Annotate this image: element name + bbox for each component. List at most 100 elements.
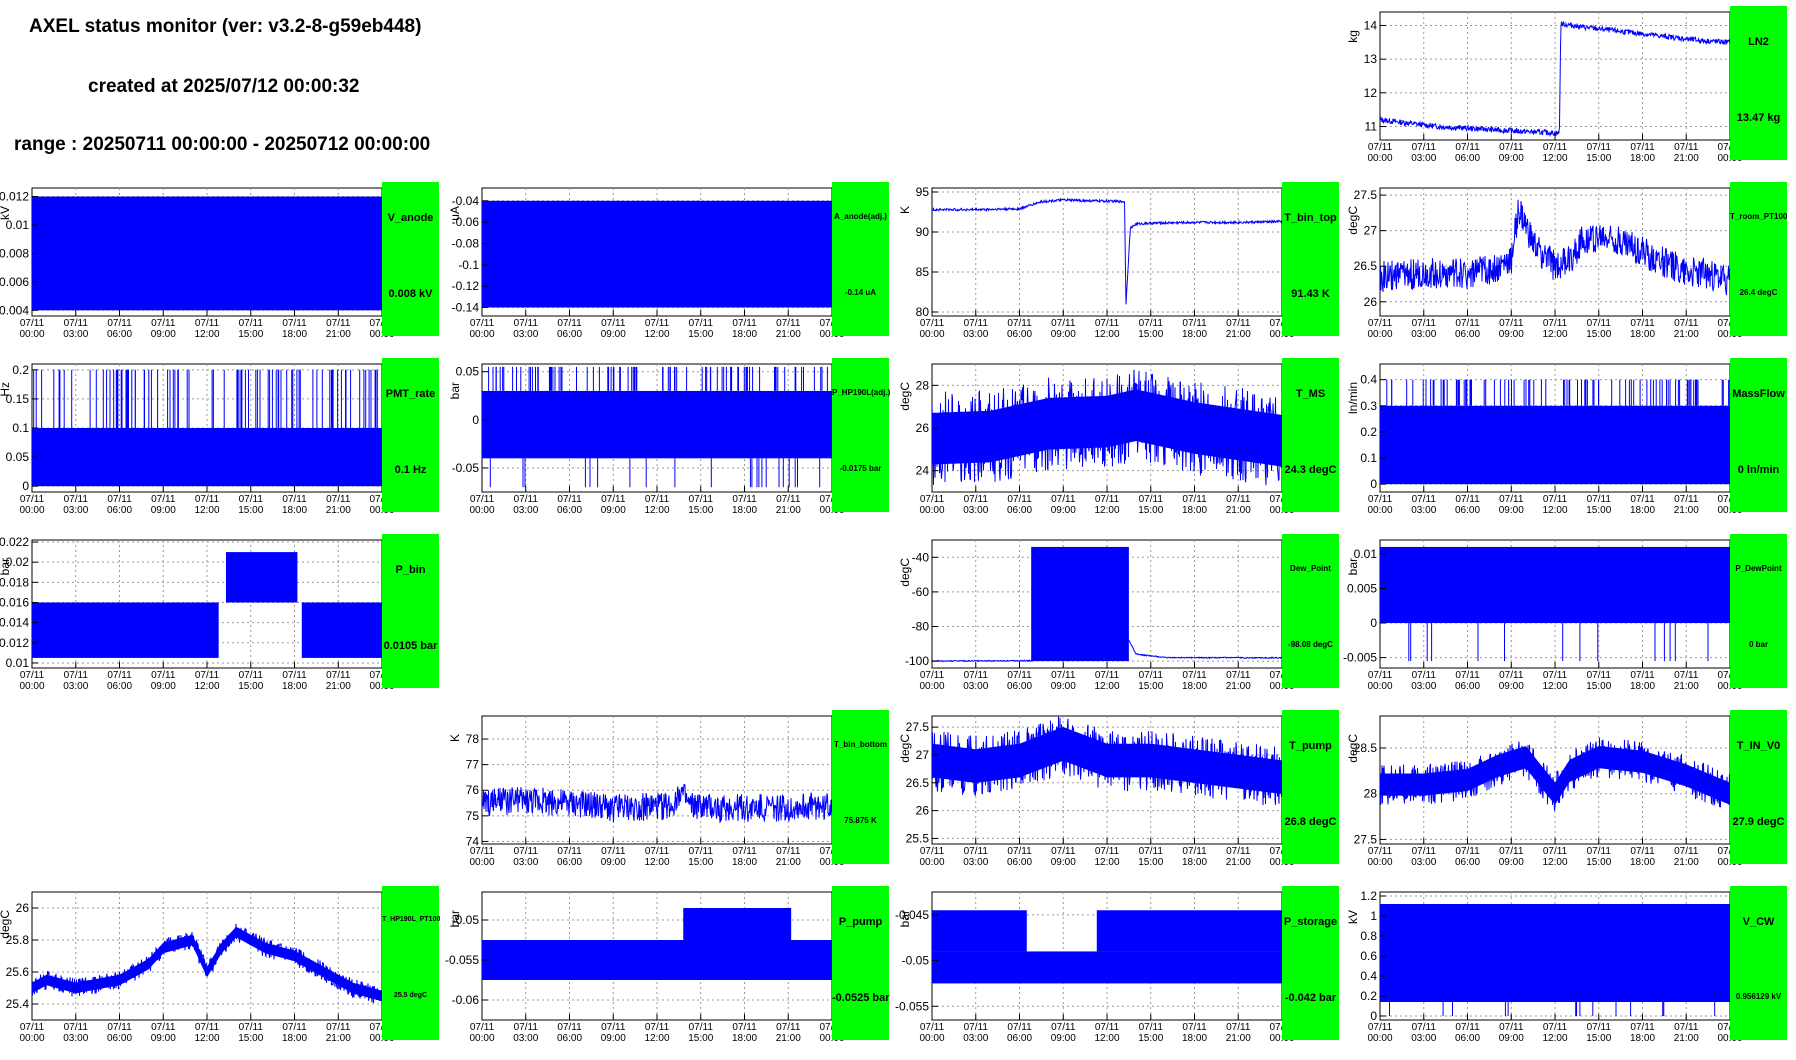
x-tick-date: 07/11	[470, 494, 495, 505]
y-tick-label: 28.5	[1354, 741, 1378, 755]
status-box: MassFlow 0 ln/min	[1730, 358, 1787, 512]
y-tick-label: 0.1	[1360, 451, 1377, 465]
x-tick-date: 07/11	[1587, 846, 1612, 857]
series	[1380, 546, 1730, 662]
x-tick-time: 06:00	[1007, 505, 1032, 516]
x-tick-date: 07/11	[1543, 1022, 1568, 1033]
x-tick-time: 03:00	[963, 329, 988, 340]
x-tick-date: 07/11	[1499, 494, 1524, 505]
x-tick-time: 03:00	[513, 505, 538, 516]
channel-value: 0.008 kV	[388, 288, 433, 300]
y-axis-unit: bar	[1346, 558, 1360, 575]
y-tick-label: 13	[1364, 52, 1378, 66]
y-axis-unit: degC	[898, 558, 912, 587]
series-band	[1380, 546, 1730, 624]
x-tick-date: 07/11	[920, 318, 945, 329]
chart-panel-massflow: 0 0.1 0.2 0.3 0.4 ln/min 07/11 00:00 07/11 03:00 0…	[1346, 356, 1788, 532]
series-band	[32, 428, 382, 487]
x-tick-time: 06:00	[1007, 681, 1032, 692]
chart-p_bin: 0.01 0.012 0.014 0.016 0.018 0.02 0.022 bar 07/1…	[0, 535, 395, 692]
y-tick-label: 0.022	[0, 535, 29, 549]
x-tick-time: 21:00	[1226, 329, 1251, 340]
x-tick-time: 15:00	[688, 1033, 713, 1044]
channel-name: V_anode	[387, 212, 434, 224]
x-tick-time: 18:00	[282, 681, 307, 692]
chart-p_dewpoint: -0.00500.0050.01bar07/1100:0007/1103:000…	[1343, 539, 1743, 692]
status-box: V_anode 0.008 kV	[382, 182, 439, 336]
channel-name: Dew_Point	[1290, 564, 1331, 573]
y-tick-label: -0.12	[452, 279, 480, 293]
x-tick-date: 07/11	[64, 1022, 89, 1033]
status-box: P_bin 0.0105 bar	[382, 534, 439, 688]
chart-p_hp190l: -0.0500.05bar07/1100:0007/1103:0007/1106…	[448, 363, 845, 516]
x-tick-time: 12:00	[644, 1033, 669, 1044]
x-tick-time: 15:00	[238, 505, 263, 516]
x-tick-date: 07/11	[964, 318, 989, 329]
x-tick-time: 18:00	[1182, 505, 1207, 516]
x-tick-time: 00:00	[919, 505, 944, 516]
x-tick-time: 15:00	[688, 505, 713, 516]
series-line	[932, 197, 1282, 305]
y-tick-label: 0.4	[1360, 373, 1377, 387]
x-tick-date: 07/11	[20, 494, 45, 505]
x-tick-time: 18:00	[732, 1033, 757, 1044]
x-tick-date: 07/11	[1630, 670, 1655, 681]
x-tick-time: 03:00	[1411, 505, 1436, 516]
x-tick-date: 07/11	[689, 846, 714, 857]
x-tick-date: 07/11	[1095, 670, 1120, 681]
x-tick-time: 09:00	[1499, 329, 1524, 340]
y-tick-label: 0.02	[6, 555, 30, 569]
x-tick-date: 07/11	[1630, 846, 1655, 857]
x-tick-date: 07/11	[239, 1022, 264, 1033]
y-tick-label: 0.012	[0, 636, 29, 650]
chart-panel-t-ms: 24 26 28 degC 07/11 00:00 07/11 03:00 07/11 06:00…	[898, 356, 1340, 532]
x-tick-date: 07/11	[514, 494, 539, 505]
x-tick-time: 15:00	[688, 329, 713, 340]
chart-p_pump: -0.06-0.055-0.05bar07/1100:0007/1103:000…	[445, 891, 845, 1044]
y-axis-unit: kg	[1346, 30, 1360, 43]
x-tick-date: 07/11	[1095, 494, 1120, 505]
status-box: T_pump 26.8 degC	[1282, 710, 1339, 864]
x-tick-time: 06:00	[1455, 1033, 1480, 1044]
x-tick-time: 18:00	[282, 505, 307, 516]
x-tick-date: 07/11	[1412, 142, 1437, 153]
series	[932, 716, 1282, 806]
y-tick-label: 27.5	[1354, 188, 1378, 202]
x-tick-date: 07/11	[1455, 846, 1480, 857]
channel-name: T_pump	[1289, 740, 1332, 752]
y-tick-label: 77	[466, 758, 480, 772]
series-line	[932, 716, 1282, 806]
series-block	[1096, 910, 1282, 952]
channel-name: T_bin_bottom	[834, 740, 887, 749]
chart-panel-pmt-rate: 0 0.05 0.1 0.15 0.2 Hz 07/11 00:00 07/11 03:00 07/…	[0, 356, 440, 532]
x-tick-date: 07/11	[239, 670, 264, 681]
status-box: Dew_Point -98.08 degC	[1282, 534, 1339, 688]
x-tick-date: 07/11	[239, 494, 264, 505]
x-tick-time: 21:00	[1674, 153, 1699, 164]
x-tick-time: 03:00	[63, 1033, 88, 1044]
plot-area	[31, 891, 383, 1021]
x-tick-date: 07/11	[239, 318, 264, 329]
x-tick-date: 07/11	[195, 494, 220, 505]
x-tick-date: 07/11	[964, 1022, 989, 1033]
x-tick-time: 06:00	[1455, 329, 1480, 340]
x-tick-date: 07/11	[1226, 318, 1251, 329]
x-tick-date: 07/11	[689, 318, 714, 329]
x-tick-date: 07/11	[645, 494, 670, 505]
x-tick-time: 03:00	[513, 1033, 538, 1044]
x-tick-date: 07/11	[514, 1022, 539, 1033]
x-tick-date: 07/11	[195, 318, 220, 329]
x-tick-date: 07/11	[689, 1022, 714, 1033]
x-tick-time: 00:00	[469, 505, 494, 516]
series-line	[1380, 21, 1730, 138]
x-tick-date: 07/11	[1412, 670, 1437, 681]
x-tick-date: 07/11	[20, 1022, 45, 1033]
x-tick-time: 03:00	[1411, 857, 1436, 868]
x-tick-date: 07/11	[1007, 670, 1032, 681]
x-tick-time: 12:00	[1542, 681, 1567, 692]
x-tick-date: 07/11	[514, 846, 539, 857]
y-axis-unit: ln/min	[1346, 382, 1360, 414]
x-tick-date: 07/11	[151, 318, 176, 329]
channel-name: T_bin_top	[1284, 212, 1337, 224]
series	[32, 923, 382, 1004]
